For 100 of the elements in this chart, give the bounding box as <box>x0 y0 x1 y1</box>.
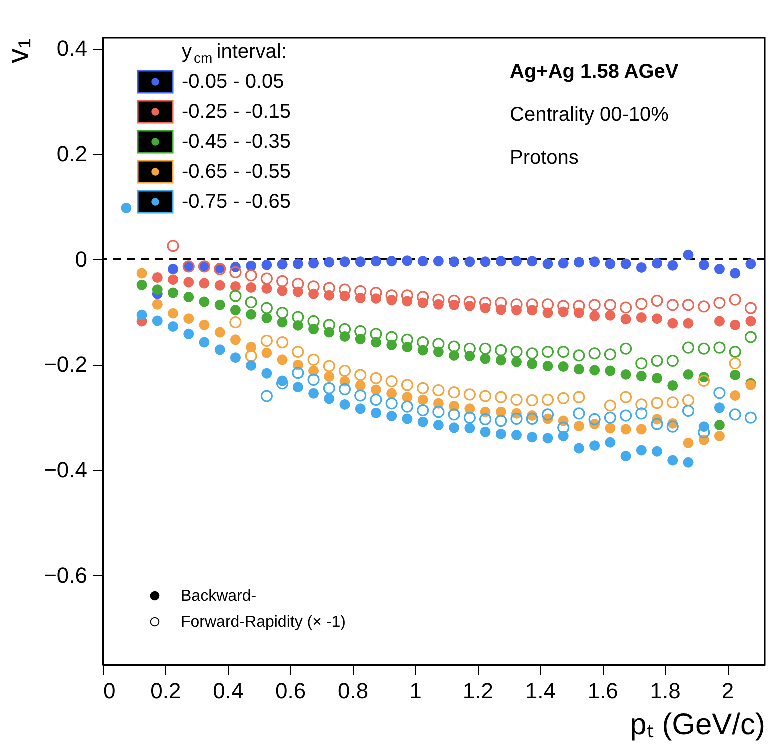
point <box>433 256 444 267</box>
point <box>323 360 336 372</box>
point <box>308 315 320 328</box>
point <box>730 370 741 380</box>
point <box>744 412 757 424</box>
point <box>714 296 726 310</box>
point <box>714 402 725 414</box>
point <box>620 410 632 422</box>
legend-label: -0.25 - -0.15 <box>182 101 291 123</box>
point <box>668 318 678 329</box>
point <box>386 331 398 344</box>
annotation: Forward-Rapidity (× -1) <box>181 614 346 631</box>
point <box>651 418 664 430</box>
point <box>512 256 522 267</box>
point <box>199 320 210 330</box>
point <box>448 340 460 353</box>
point <box>698 260 710 270</box>
point <box>605 310 616 321</box>
point <box>464 423 476 434</box>
point <box>668 260 678 271</box>
point <box>136 280 148 290</box>
point <box>714 387 726 400</box>
point <box>277 259 288 270</box>
point <box>666 299 679 312</box>
point <box>479 390 492 402</box>
point <box>746 316 756 327</box>
point <box>340 256 350 268</box>
y-tick-label: 0 <box>75 246 88 272</box>
point <box>370 372 382 384</box>
point <box>308 354 320 366</box>
point <box>184 292 194 302</box>
point <box>666 354 679 368</box>
point <box>620 391 632 404</box>
point <box>729 358 742 370</box>
point <box>370 408 382 418</box>
point <box>590 256 600 268</box>
point <box>636 398 648 411</box>
point <box>199 278 210 289</box>
point <box>152 316 163 326</box>
point <box>276 336 289 349</box>
point <box>558 422 570 434</box>
point <box>308 258 320 269</box>
point <box>495 391 508 404</box>
point <box>184 314 194 324</box>
point <box>417 336 430 349</box>
point <box>230 334 241 346</box>
point <box>262 284 272 294</box>
point <box>260 272 273 285</box>
point <box>260 334 273 347</box>
point <box>714 431 725 442</box>
point <box>292 346 304 358</box>
point <box>636 371 647 382</box>
point <box>184 277 194 288</box>
point <box>480 354 491 364</box>
point <box>432 384 445 397</box>
point <box>666 396 679 409</box>
point <box>246 360 257 371</box>
point <box>324 257 335 268</box>
point <box>714 420 725 430</box>
point <box>636 445 647 456</box>
point <box>636 262 647 273</box>
point <box>277 354 288 366</box>
point <box>323 382 336 394</box>
point <box>354 369 367 382</box>
point <box>480 256 491 268</box>
point <box>604 348 616 361</box>
point <box>683 457 694 468</box>
point <box>512 356 522 368</box>
point <box>417 404 430 417</box>
point <box>338 364 352 378</box>
point <box>682 299 695 312</box>
point <box>698 342 710 355</box>
point <box>636 312 647 324</box>
point <box>402 392 413 403</box>
x-tick-label: 0 <box>104 678 116 704</box>
point <box>730 268 741 279</box>
point <box>401 379 414 392</box>
point <box>230 281 241 292</box>
point <box>605 423 616 434</box>
point <box>652 446 663 457</box>
point <box>682 405 695 418</box>
point <box>651 397 664 410</box>
y-axis-title: v₁ <box>2 38 36 64</box>
point <box>526 394 538 407</box>
point <box>479 342 492 355</box>
point <box>168 274 179 286</box>
point <box>168 322 179 332</box>
point <box>262 313 272 324</box>
x-tick-label: 1.4 <box>525 678 556 704</box>
point <box>542 408 554 421</box>
point <box>386 388 398 399</box>
point <box>730 320 741 330</box>
point <box>230 316 242 329</box>
x-axis-title: pₜ (GeV/c) <box>630 708 766 742</box>
annotation: Backward- <box>181 588 257 605</box>
x-tick-label: 0.6 <box>276 678 306 704</box>
point <box>276 275 289 288</box>
point <box>262 260 272 270</box>
point <box>479 413 492 426</box>
point <box>152 284 163 296</box>
